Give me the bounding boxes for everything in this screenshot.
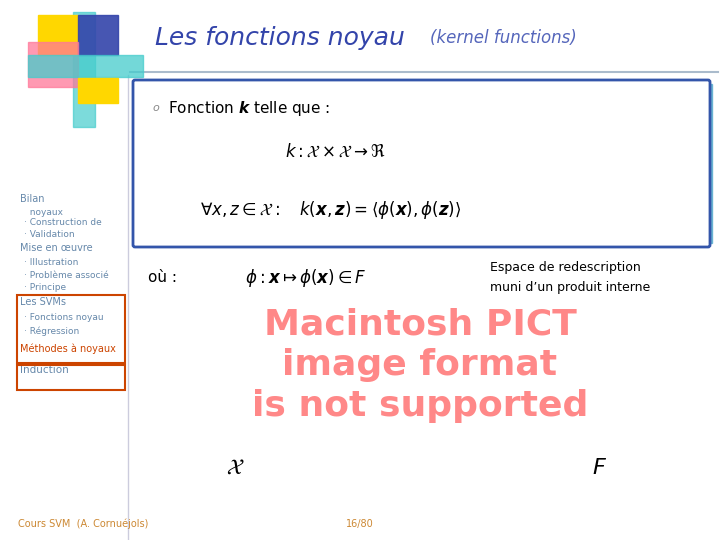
Bar [28, 42, 78, 87]
Text: $k : \mathcal{X} \times \mathcal{X} \rightarrow \Re$: $k : \mathcal{X} \times \mathcal{X} \rig… [285, 143, 386, 161]
Bar [78, 15, 118, 55]
Text: · Construction de: · Construction de [24, 218, 102, 227]
Text: Mise en œuvre: Mise en œuvre [20, 244, 93, 253]
Text: (kernel functions): (kernel functions) [430, 29, 577, 47]
Text: Bilan: Bilan [20, 194, 45, 204]
Text: $\phi : \boldsymbol{x} \mapsto \phi(\boldsymbol{x}) \in F$: $\phi : \boldsymbol{x} \mapsto \phi(\bol… [245, 267, 366, 289]
Text: $\mathcal{X}$: $\mathcal{X}$ [226, 458, 244, 478]
Bar [38, 15, 78, 55]
Text: muni d’un produit interne: muni d’un produit interne [490, 281, 650, 294]
Text: où :: où : [148, 271, 177, 286]
Text: Fonction $\boldsymbol{k}$ telle que :: Fonction $\boldsymbol{k}$ telle que : [168, 98, 330, 118]
Bar [73, 12, 95, 127]
Text: Les fonctions noyau: Les fonctions noyau [155, 26, 405, 50]
Text: Cours SVM  (A. Cornuéjols): Cours SVM (A. Cornuéjols) [18, 519, 148, 529]
Text: · Illustration: · Illustration [24, 259, 78, 267]
Text: $\forall x, z \in \mathcal{X} : \quad k(\boldsymbol{x}, \boldsymbol{z}) = \langl: $\forall x, z \in \mathcal{X} : \quad k(… [200, 199, 462, 221]
Text: $F$: $F$ [593, 458, 608, 478]
Bar [17, 365, 125, 390]
Text: · Validation: · Validation [24, 231, 74, 239]
Text: Macintosh PICT
image format
is not supported: Macintosh PICT image format is not suppo… [252, 307, 588, 423]
Bar [78, 78, 118, 103]
Text: Induction: Induction [20, 365, 69, 375]
Text: Les SVMs: Les SVMs [20, 298, 66, 307]
Text: o: o [152, 103, 158, 113]
FancyBboxPatch shape [133, 80, 710, 247]
Text: · Principe: · Principe [24, 284, 66, 292]
Text: 16/80: 16/80 [346, 519, 374, 529]
Text: · Régression: · Régression [24, 326, 79, 336]
Text: Méthodes à noyaux: Méthodes à noyaux [20, 343, 116, 354]
Text: · Problème associé: · Problème associé [24, 271, 109, 280]
Text: noyaux: noyaux [24, 208, 63, 217]
Bar [700, 84, 712, 243]
Bar [28, 55, 143, 77]
Text: Espace de redescription: Espace de redescription [490, 261, 641, 274]
Text: · Fonctions noyau: · Fonctions noyau [24, 313, 104, 322]
Bar [17, 295, 125, 363]
